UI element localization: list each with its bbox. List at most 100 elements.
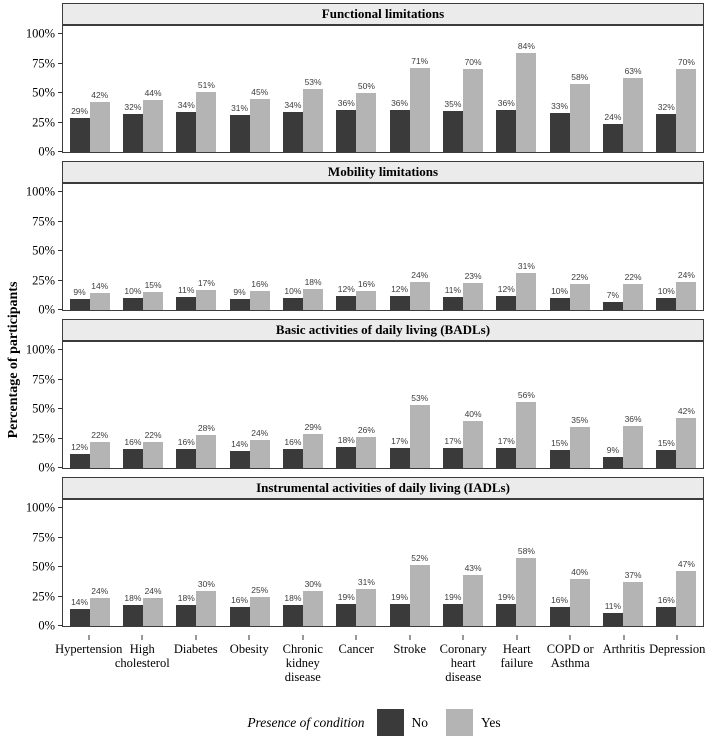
bar-yes xyxy=(89,102,110,152)
bar-no xyxy=(496,603,517,626)
bar-no xyxy=(602,301,623,310)
facet-title: Instrumental activities of daily living … xyxy=(62,477,704,499)
bar-yes xyxy=(676,418,697,468)
bar-no xyxy=(122,449,143,468)
y-tick-mark xyxy=(58,625,63,626)
bar-yes xyxy=(249,596,270,626)
bar-yes xyxy=(196,289,217,310)
y-tick-mark xyxy=(58,536,63,538)
legend-swatch-yes xyxy=(446,709,474,736)
bar-yes xyxy=(356,93,377,152)
y-tick-mark xyxy=(58,121,63,123)
bar-value-label: 45% xyxy=(251,86,269,97)
y-tick-label: 50% xyxy=(32,559,55,574)
x-tick-label: COPD or Asthma xyxy=(546,642,594,670)
bar-value-label: 70% xyxy=(677,57,695,68)
y-tick-label: 75% xyxy=(32,530,55,544)
bar-no xyxy=(282,298,303,310)
bar-no xyxy=(656,607,677,626)
bar-yes xyxy=(303,433,324,468)
bar-yes xyxy=(249,439,270,468)
facet-title: Basic activities of daily living (BADLs) xyxy=(62,319,704,341)
bar-value-label: 19% xyxy=(391,591,409,602)
bar-value-label: 63% xyxy=(624,65,642,76)
bar-yes xyxy=(249,98,270,152)
bar-value-label: 15% xyxy=(144,280,162,291)
bar-no xyxy=(69,299,90,310)
legend-swatch-no xyxy=(376,709,404,736)
y-tick-label: 0% xyxy=(38,144,55,159)
bar-value-label: 18% xyxy=(177,592,195,603)
bar-value-label: 10% xyxy=(551,286,569,297)
bar-value-label: 42% xyxy=(91,90,109,101)
bar-value-label: 14% xyxy=(71,597,89,608)
bar-value-label: 16% xyxy=(251,279,269,290)
bar-yes xyxy=(303,590,324,626)
bar-yes xyxy=(463,575,484,626)
bar-value-label: 51% xyxy=(197,79,215,90)
bar-value-label: 16% xyxy=(357,279,375,290)
bar-value-label: 9% xyxy=(606,445,620,456)
y-tick-mark xyxy=(58,220,63,222)
bar-value-label: 16% xyxy=(284,437,302,448)
bar-value-label: 16% xyxy=(124,437,142,448)
facet-plot-area: 0% 25% 50% 75% 100% 9% 10% 11% 9% 10% 12% 12% 11% 12%… xyxy=(26,182,704,317)
bar-value-label: 34% xyxy=(284,99,302,110)
bar-yes xyxy=(623,284,644,310)
bar-yes xyxy=(409,68,430,152)
y-tick-mark xyxy=(58,566,63,567)
bar-value-label: 36% xyxy=(337,97,355,108)
x-tick-mark xyxy=(302,635,304,640)
plot-column: Functional limitations 0% 25% 50% 75% 100% 29%… xyxy=(26,3,705,736)
legend-title: Presence of condition xyxy=(247,714,365,730)
bar-value-label: 35% xyxy=(571,414,589,425)
bar-value-label: 12% xyxy=(497,283,515,294)
bar-no xyxy=(602,457,623,468)
y-tick-mark xyxy=(58,467,63,468)
bar-yes xyxy=(89,597,110,626)
bar-no xyxy=(282,604,303,626)
bar-value-label: 40% xyxy=(464,408,482,419)
bar-value-label: 71% xyxy=(411,56,429,67)
x-tick-mark xyxy=(623,635,625,640)
bar-no xyxy=(549,607,570,626)
y-tick-mark xyxy=(58,595,63,597)
bar-no xyxy=(389,603,410,626)
y-tick-label: 50% xyxy=(32,401,55,416)
bar-value-label: 26% xyxy=(357,425,375,436)
x-tick-mark xyxy=(88,635,90,640)
bar-yes xyxy=(623,77,644,152)
y-tick-label: 25% xyxy=(32,115,55,129)
bar-no xyxy=(336,446,357,468)
x-tick-label: Obesity xyxy=(229,642,269,656)
x-tick-label: Cancer xyxy=(338,642,374,656)
y-tick-mark xyxy=(58,92,63,93)
legend-label-yes: Yes xyxy=(481,714,501,730)
bar-value-label: 32% xyxy=(657,102,675,113)
bar-no xyxy=(176,449,197,468)
bar-value-label: 36% xyxy=(497,97,515,108)
x-tick-mark xyxy=(676,635,678,640)
y-tick-mark xyxy=(58,507,63,508)
bar-value-label: 56% xyxy=(517,389,535,400)
facet-plot-area: 0% 25% 50% 75% 100% 14% 18% 18% 16% 18% 19% 19% 19% 1… xyxy=(26,498,704,633)
bar-yes xyxy=(303,288,324,310)
bar-no xyxy=(496,109,517,152)
bar-value-label: 18% xyxy=(304,276,322,287)
bar-no xyxy=(69,609,90,626)
bar-yes xyxy=(463,420,484,468)
bar-value-label: 11% xyxy=(444,285,462,296)
facet-panel: Mobility limitations 0% 25% 50% 75% 100% 9% 10%… xyxy=(26,161,704,317)
bar-no xyxy=(336,603,357,626)
bar-value-label: 25% xyxy=(251,584,269,595)
bar-yes xyxy=(409,405,430,468)
bar-value-label: 19% xyxy=(337,591,355,602)
bar-yes xyxy=(196,91,217,152)
bar-value-label: 17% xyxy=(497,435,515,446)
bar-yes xyxy=(143,100,164,152)
bar-no xyxy=(69,117,90,152)
y-tick-mark xyxy=(58,378,63,380)
bar-no xyxy=(229,607,250,626)
bar-value-label: 58% xyxy=(571,71,589,82)
y-tick-label: 100% xyxy=(25,184,55,199)
